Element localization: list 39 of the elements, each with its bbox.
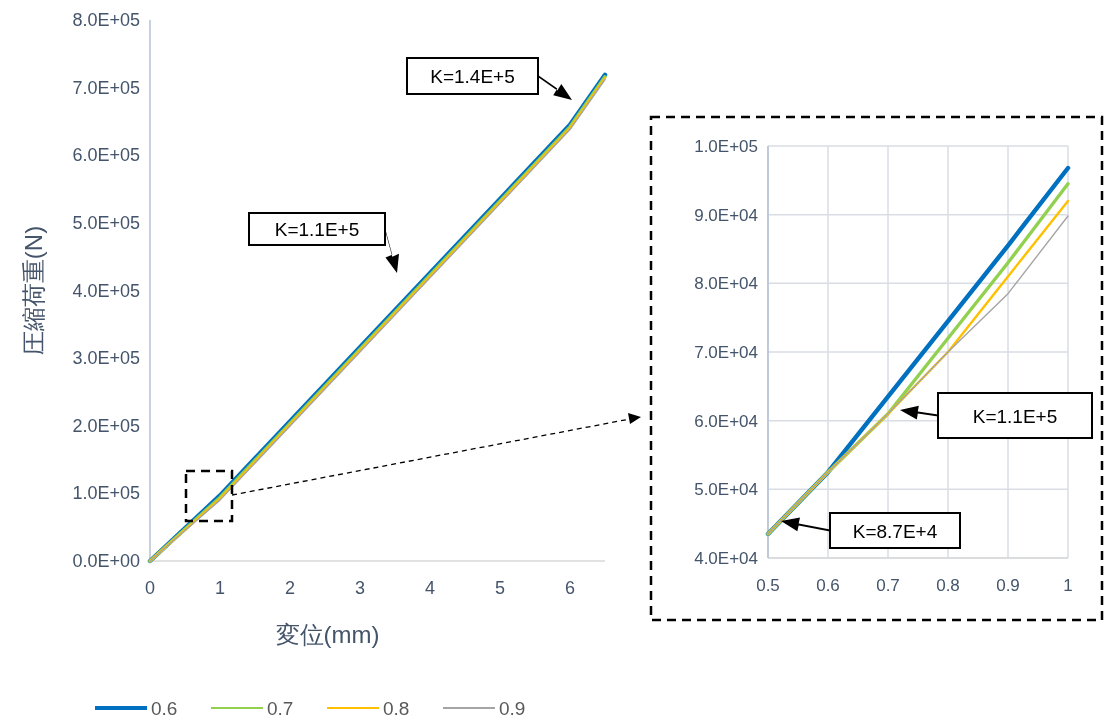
y-tick-label: 2.0E+05 — [72, 415, 140, 436]
x-tick-label: 0.9 — [996, 576, 1020, 595]
y-tick-label: 7.0E+05 — [72, 77, 140, 98]
legend-label: 0.9 — [499, 698, 526, 719]
annotation: K=1.1E+5 — [972, 405, 1058, 427]
y-tick-label: 7.0E+04 — [694, 343, 758, 362]
x-tick-label: 6 — [564, 578, 576, 598]
x-tick-label: 5 — [494, 578, 506, 598]
x-axis-title: 変位(mm) — [275, 621, 380, 648]
annotation: K=8.7E+4 — [852, 520, 938, 542]
x-tick-label: 0.7 — [876, 576, 900, 595]
legend-label: 0.7 — [267, 698, 294, 719]
x-tick-label: 1 — [214, 578, 226, 598]
y-tick-label: 6.0E+04 — [694, 411, 758, 431]
x-tick-label: 2 — [284, 578, 296, 598]
x-tick-label: 3 — [354, 578, 366, 598]
y-tick-label: 1.0E+05 — [694, 137, 758, 156]
y-tick-label: 9.0E+04 — [694, 205, 758, 225]
y-tick-label: 1.0E+05 — [72, 483, 140, 504]
x-tick-label: 0.6 — [816, 576, 840, 595]
y-tick-label: 8.0E+04 — [694, 274, 758, 294]
y-tick-label: 6.0E+05 — [72, 145, 140, 166]
x-tick-label: 0.8 — [936, 576, 960, 595]
y-axis-title: 圧縮荷重(N) — [20, 225, 47, 356]
y-tick-label: 3.0E+05 — [72, 348, 140, 369]
y-tick-label: 8.0E+05 — [72, 10, 140, 30]
x-tick-label: 1 — [1063, 576, 1073, 595]
y-tick-label: 0.0E+00 — [72, 551, 140, 571]
y-tick-label: 5.0E+05 — [72, 212, 140, 233]
x-tick-label: 4 — [424, 578, 436, 598]
x-tick-label: 0 — [144, 578, 156, 598]
legend-label: 0.8 — [383, 698, 410, 719]
legend-label: 0.6 — [151, 698, 178, 719]
y-tick-label: 5.0E+04 — [694, 480, 758, 500]
y-tick-label: 4.0E+04 — [694, 549, 758, 568]
annotation: K=1.4E+5 — [430, 66, 515, 87]
x-tick-label: 0.5 — [756, 576, 780, 595]
annotation: K=1.1E+5 — [274, 219, 360, 240]
y-tick-label: 4.0E+05 — [72, 280, 140, 301]
